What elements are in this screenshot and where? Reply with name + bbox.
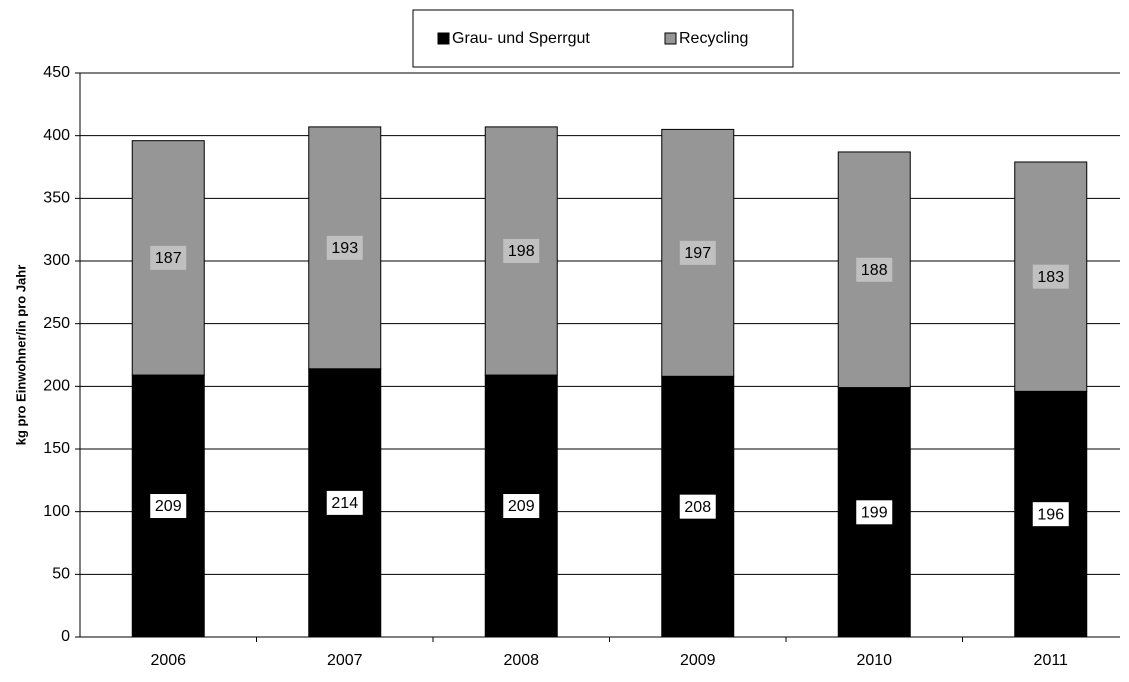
y-tick-label: 300 xyxy=(43,252,70,269)
data-label-bg xyxy=(1032,264,1069,289)
legend-box xyxy=(412,9,794,68)
data-label-bg xyxy=(856,257,893,282)
data-label: 214 xyxy=(331,495,358,512)
y-tick-label: 200 xyxy=(43,378,70,395)
data-label-bg xyxy=(326,235,363,260)
y-tick-label: 100 xyxy=(43,503,70,520)
data-label: 187 xyxy=(155,250,182,267)
legend-label: Grau- und Sperrgut xyxy=(452,30,590,47)
x-tick-label: 2008 xyxy=(503,652,539,669)
data-label-bg xyxy=(503,238,540,263)
data-label: 209 xyxy=(155,498,182,515)
data-label: 196 xyxy=(1037,506,1064,523)
x-tick-label: 2006 xyxy=(150,652,186,669)
legend-label: Recycling xyxy=(679,30,748,47)
x-tick-label: 2010 xyxy=(856,652,892,669)
x-tick-label: 2009 xyxy=(680,652,716,669)
data-label: 199 xyxy=(861,505,888,522)
data-label-bg xyxy=(503,494,540,519)
y-axis-label: kg pro Einwohner/in pro Jahr xyxy=(13,265,28,446)
data-label-bg xyxy=(856,500,893,525)
data-label: 188 xyxy=(861,262,888,279)
data-label-bg xyxy=(1032,502,1069,527)
legend-swatch xyxy=(437,32,450,45)
data-label-bg xyxy=(679,240,716,265)
data-label: 183 xyxy=(1037,269,1064,286)
y-tick-label: 250 xyxy=(43,315,70,332)
y-tick-label: 50 xyxy=(52,566,70,583)
y-tick-label: 450 xyxy=(43,64,70,81)
data-label: 198 xyxy=(508,243,535,260)
data-label: 193 xyxy=(331,240,358,257)
data-label-bg xyxy=(150,245,187,270)
data-label-bg xyxy=(150,494,187,519)
x-tick-label: 2011 xyxy=(1034,652,1069,669)
y-tick-label: 400 xyxy=(43,127,70,144)
data-label-bg xyxy=(679,494,716,519)
data-label: 209 xyxy=(508,498,535,515)
y-tick-label: 0 xyxy=(61,628,70,645)
data-label: 197 xyxy=(684,245,711,262)
data-label: 208 xyxy=(684,499,711,516)
y-tick-label: 350 xyxy=(43,190,70,207)
data-label-bg xyxy=(326,490,363,515)
x-tick-label: 2007 xyxy=(327,652,363,669)
legend-swatch xyxy=(664,32,677,45)
y-tick-label: 150 xyxy=(43,440,70,457)
